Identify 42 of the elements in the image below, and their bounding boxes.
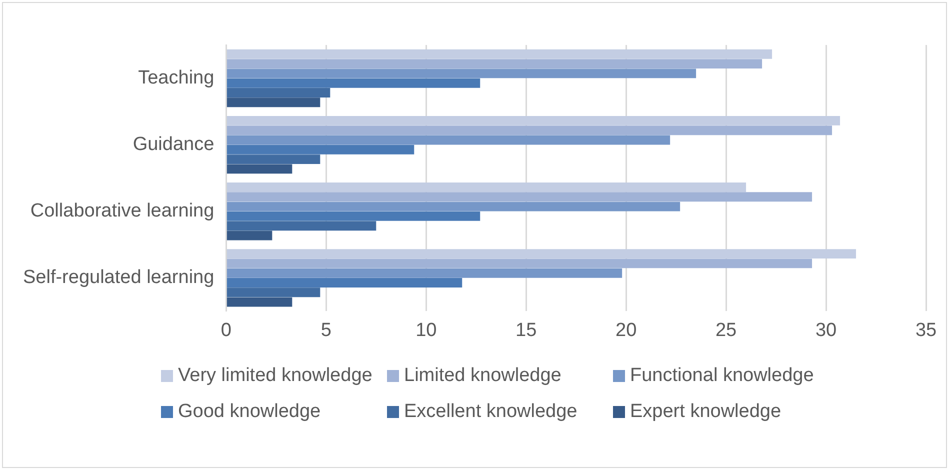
bar xyxy=(226,78,480,88)
bar xyxy=(226,297,292,307)
y-tick-label: Collaborative learning xyxy=(30,200,214,222)
bar xyxy=(226,288,320,298)
x-tick-label: 30 xyxy=(815,320,837,341)
bar xyxy=(226,98,320,108)
x-tick-label: 15 xyxy=(516,320,537,341)
legend-label: Functional knowledge xyxy=(630,365,814,387)
bar xyxy=(226,278,462,288)
y-tick-label: Self-regulated learning xyxy=(22,267,214,288)
bar xyxy=(226,59,762,69)
x-tick-label: 10 xyxy=(416,320,437,341)
legend-label: Limited knowledge xyxy=(404,365,562,387)
bar xyxy=(226,135,670,145)
x-tick-label: 20 xyxy=(616,320,637,341)
legend-label: Expert knowledge xyxy=(630,401,782,423)
y-tick-label: Guidance xyxy=(132,134,214,156)
bar xyxy=(226,211,480,221)
bar xyxy=(226,49,772,59)
bar xyxy=(226,116,840,126)
bar xyxy=(226,182,746,192)
legend-label: Good knowledge xyxy=(178,401,321,423)
x-tick-label: 5 xyxy=(320,320,332,341)
bar xyxy=(226,68,696,78)
bar xyxy=(226,202,680,212)
bar xyxy=(226,230,272,240)
bar xyxy=(226,268,622,278)
bar xyxy=(226,221,376,231)
bar xyxy=(226,258,812,268)
x-tick-label: 25 xyxy=(715,320,737,341)
bar xyxy=(226,192,812,202)
bar xyxy=(226,249,856,259)
bar xyxy=(226,88,330,98)
bar xyxy=(226,154,320,164)
bar xyxy=(226,126,832,136)
legend-label: Excellent knowledge xyxy=(404,401,578,423)
bar xyxy=(226,144,414,154)
x-tick-label: 35 xyxy=(915,320,937,341)
x-tick-label: 0 xyxy=(220,320,232,341)
bar xyxy=(226,164,292,174)
legend-label: Very limited knowledge xyxy=(178,365,372,387)
y-tick-label: Teaching xyxy=(138,68,214,89)
